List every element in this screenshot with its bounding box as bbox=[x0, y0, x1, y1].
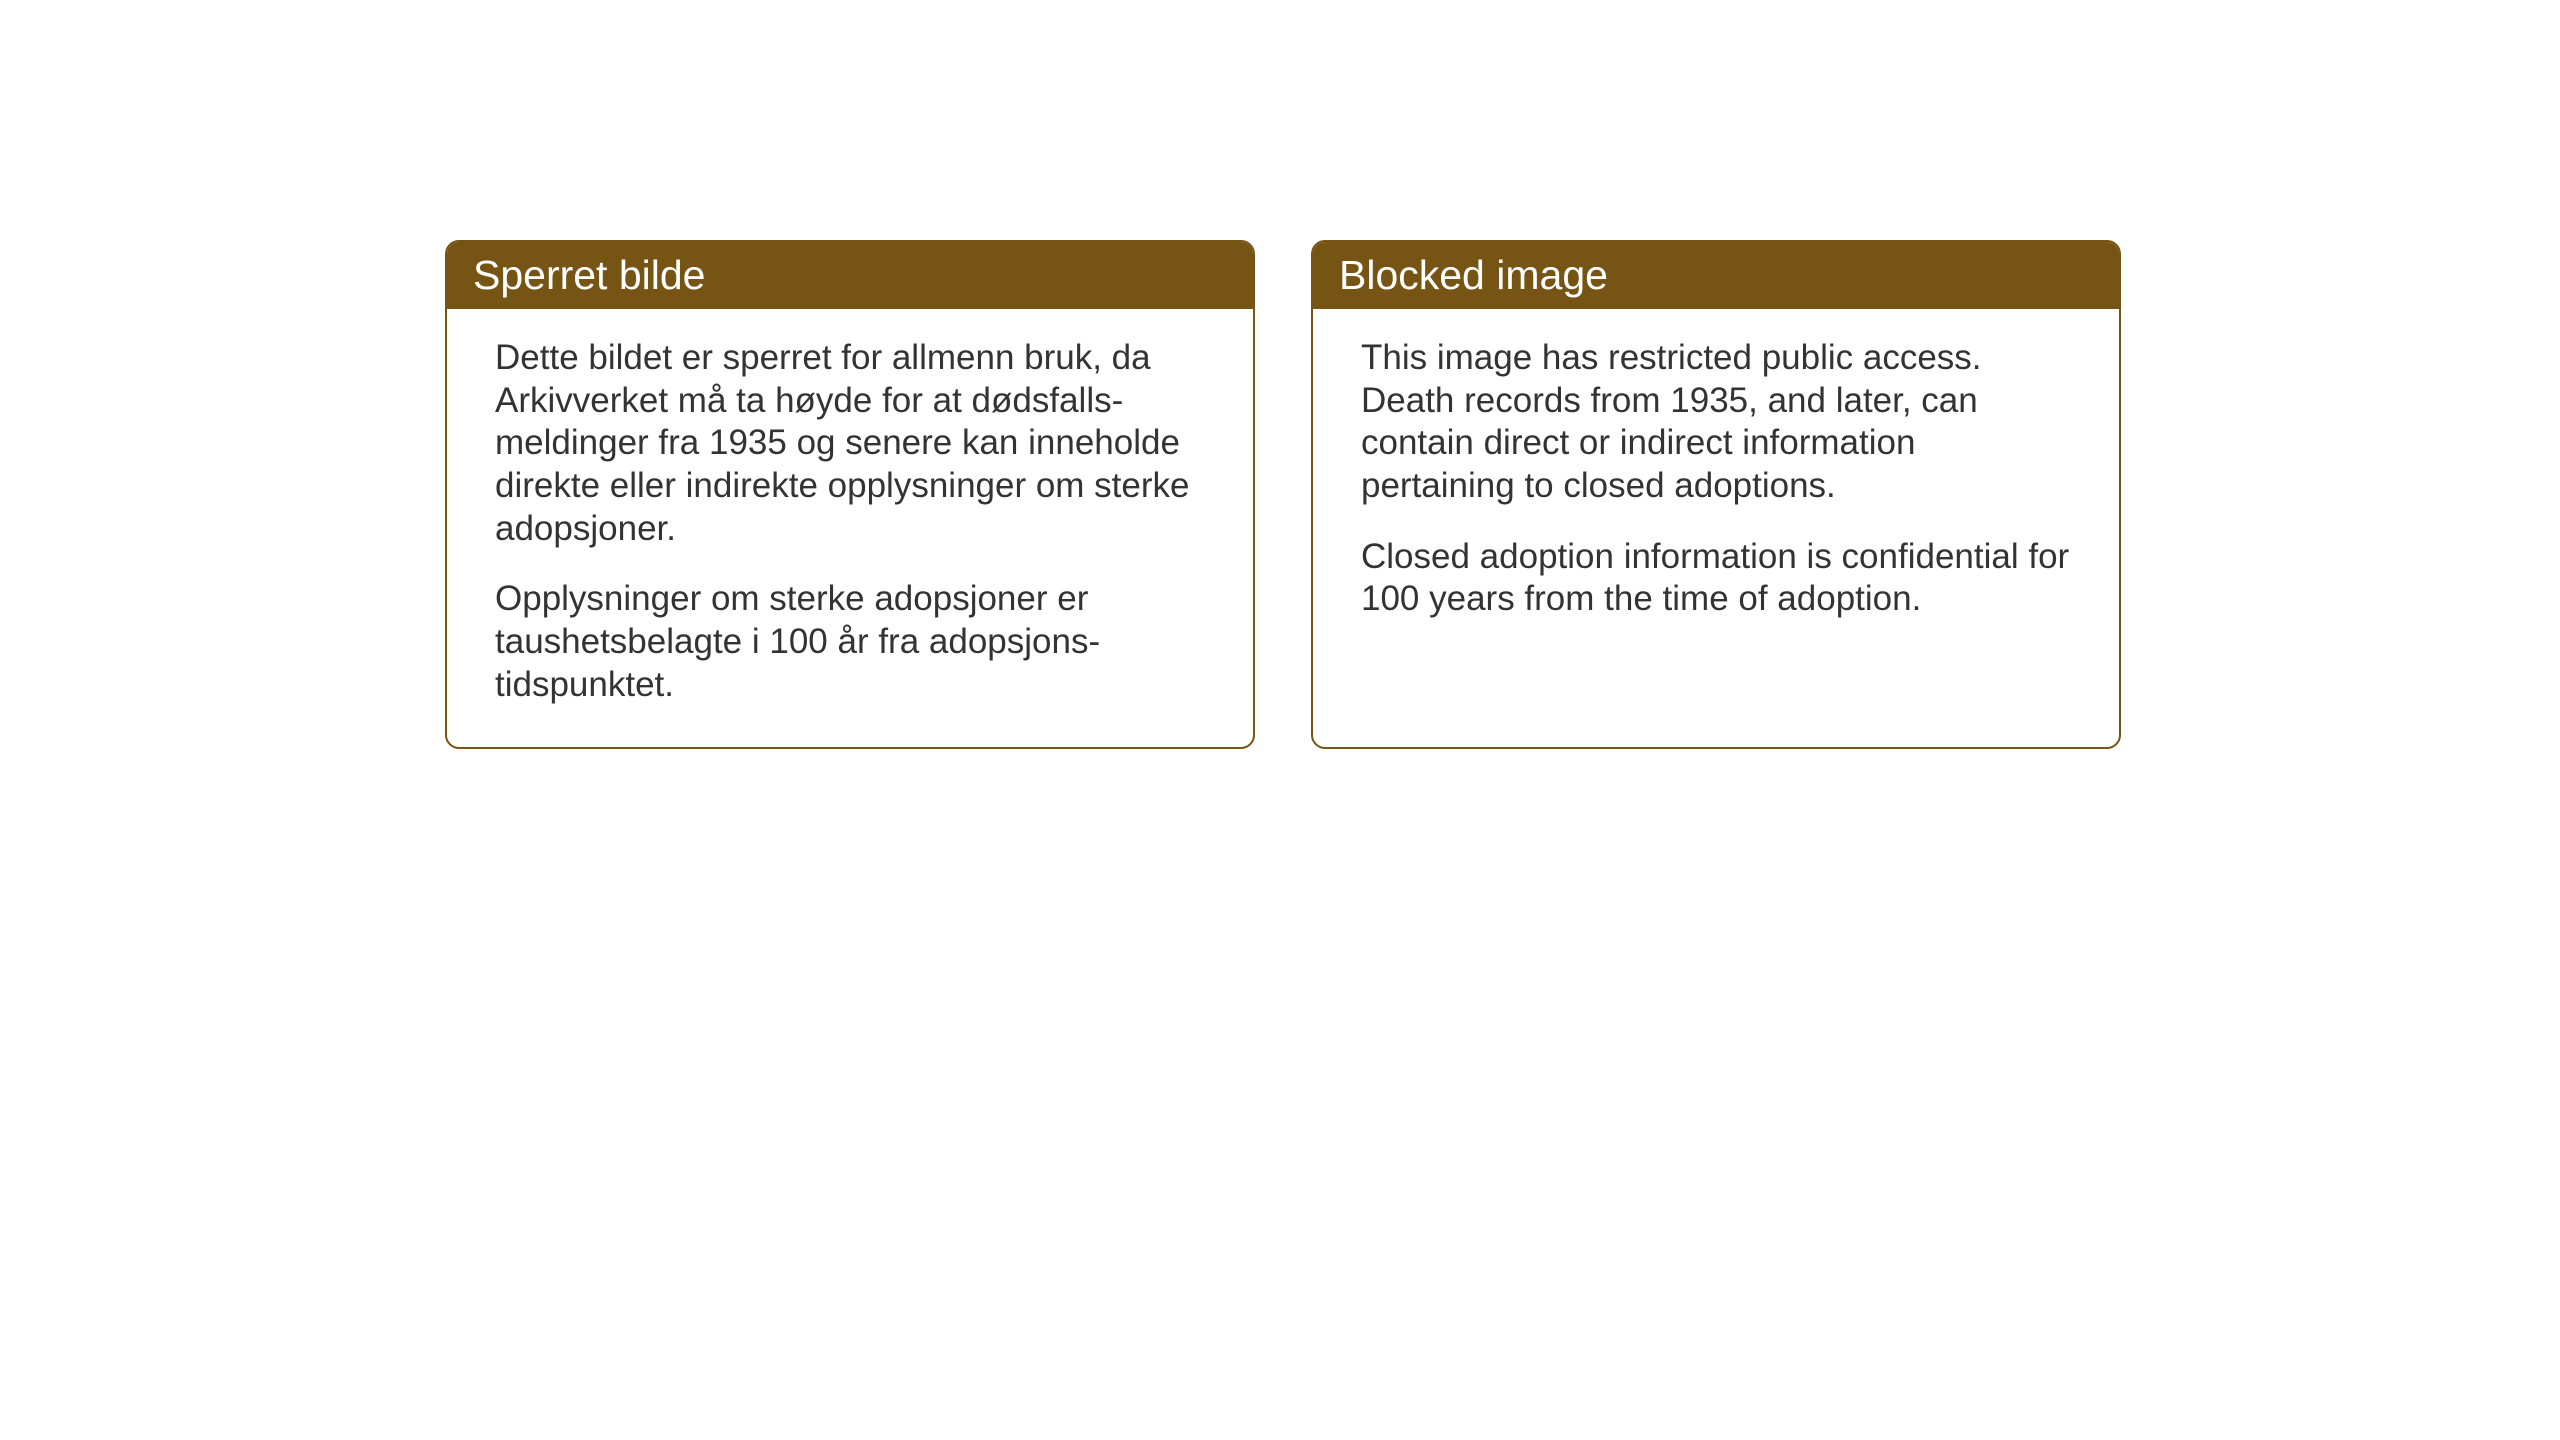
norwegian-card-body: Dette bildet er sperret for allmenn bruk… bbox=[447, 309, 1253, 747]
norwegian-card-header: Sperret bilde bbox=[447, 242, 1253, 309]
english-header-text: Blocked image bbox=[1339, 252, 1608, 298]
norwegian-header-text: Sperret bilde bbox=[473, 252, 705, 298]
norwegian-paragraph-2: Opplysninger om sterke adopsjoner er tau… bbox=[495, 578, 1205, 706]
cards-container: Sperret bilde Dette bildet er sperret fo… bbox=[445, 240, 2121, 749]
english-paragraph-1: This image has restricted public access.… bbox=[1361, 337, 2071, 508]
english-card: Blocked image This image has restricted … bbox=[1311, 240, 2121, 749]
english-card-body: This image has restricted public access.… bbox=[1313, 309, 2119, 661]
english-card-header: Blocked image bbox=[1313, 242, 2119, 309]
norwegian-paragraph-1: Dette bildet er sperret for allmenn bruk… bbox=[495, 337, 1205, 550]
english-paragraph-2: Closed adoption information is confident… bbox=[1361, 536, 2071, 621]
norwegian-card: Sperret bilde Dette bildet er sperret fo… bbox=[445, 240, 1255, 749]
